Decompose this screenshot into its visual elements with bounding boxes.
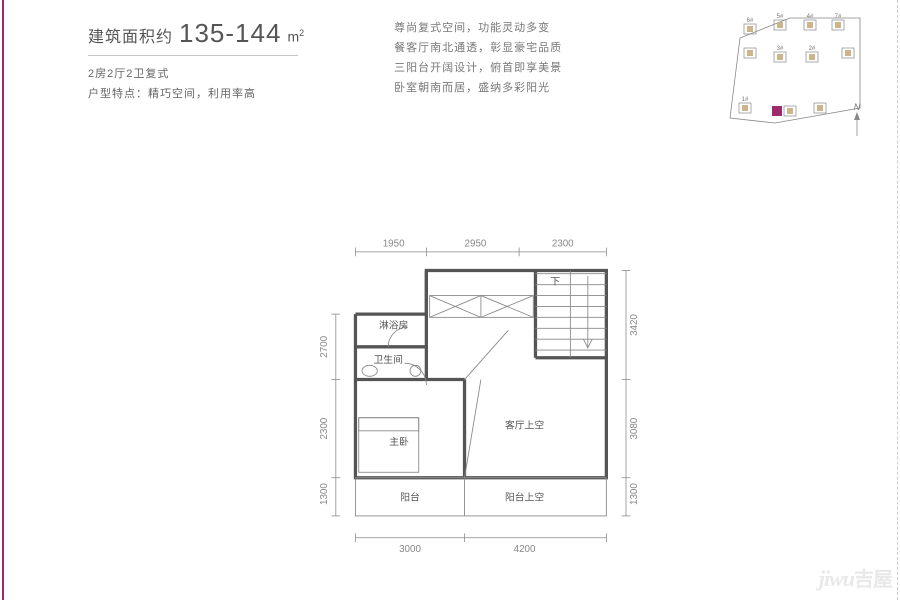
description-line: 尊尚复式空间，功能灵动多变 [394, 18, 562, 38]
svg-text:1950: 1950 [383, 238, 405, 249]
title-unit-m: m [287, 29, 299, 45]
watermark-cn: 吉屋 [854, 569, 892, 591]
svg-text:1300: 1300 [629, 483, 640, 505]
svg-text:2300: 2300 [552, 238, 574, 249]
svg-text:1300: 1300 [319, 483, 330, 505]
layout-feature-value: 精巧空间，利用率高 [148, 88, 256, 100]
title-divider [88, 55, 298, 56]
svg-text:2950: 2950 [465, 238, 487, 249]
svg-text:7#: 7# [835, 14, 842, 20]
site-plan: 6# 5# 4# 7# 3# 2# 1# N [720, 8, 870, 138]
title-line: 建筑面积约 135-144 m2 [88, 18, 304, 49]
svg-text:阳台上空: 阳台上空 [505, 491, 544, 504]
svg-text:2#: 2# [809, 46, 816, 52]
watermark-en: jiwu [819, 566, 854, 591]
svg-text:3420: 3420 [629, 314, 640, 336]
floor-plan: 淋浴房卫生间主卧 客厅上空阳台 阳台上空 下 1950 2950 2300 3000 4200 2… [290, 190, 650, 580]
svg-text:4#: 4# [807, 14, 814, 20]
description-line: 卧室朝南而居，盛纳多彩阳光 [394, 78, 562, 98]
svg-text:下: 下 [550, 277, 560, 288]
svg-text:5#: 5# [777, 14, 784, 20]
svg-text:2300: 2300 [319, 417, 330, 439]
header: 建筑面积约 135-144 m2 2房2厅2卫复式 户型特点：精巧空间，利用率高… [88, 18, 700, 104]
svg-text:客厅上空: 客厅上空 [505, 419, 544, 432]
svg-text:卫生间: 卫生间 [373, 353, 402, 366]
svg-text:N: N [854, 102, 861, 112]
title-unit: m2 [287, 28, 304, 45]
svg-text:3080: 3080 [629, 417, 640, 439]
svg-text:2700: 2700 [319, 335, 330, 357]
svg-text:3000: 3000 [399, 544, 421, 555]
svg-text:主卧: 主卧 [389, 435, 409, 448]
left-accent-line [2, 0, 4, 600]
title-column: 建筑面积约 135-144 m2 2房2厅2卫复式 户型特点：精巧空间，利用率高 [88, 18, 304, 104]
svg-text:1#: 1# [742, 97, 749, 103]
watermark-logo: jiwu吉屋 [819, 563, 892, 592]
layout-type: 2房2厅2卫复式 [88, 64, 304, 84]
right-dashed-edge [897, 0, 898, 600]
svg-text:阳台: 阳台 [400, 491, 420, 504]
layout-feature-label: 户型特点： [88, 88, 148, 100]
description-line: 餐客厅南北通透，彰显豪宅品质 [394, 38, 562, 58]
svg-text:3#: 3# [777, 46, 784, 52]
layout-feature: 户型特点：精巧空间，利用率高 [88, 84, 304, 104]
svg-text:6#: 6# [747, 18, 754, 24]
svg-text:淋浴房: 淋浴房 [379, 318, 408, 331]
title-unit-sup: 2 [299, 28, 304, 38]
description-line: 三阳台开阔设计，俯首即享美景 [394, 58, 562, 78]
title-area-value: 135-144 [179, 18, 281, 49]
title-prefix: 建筑面积约 [88, 23, 173, 47]
description-column: 尊尚复式空间，功能灵动多变餐客厅南北通透，彰显豪宅品质三阳台开阔设计，俯首即享美… [394, 18, 562, 104]
svg-text:4200: 4200 [514, 544, 536, 555]
